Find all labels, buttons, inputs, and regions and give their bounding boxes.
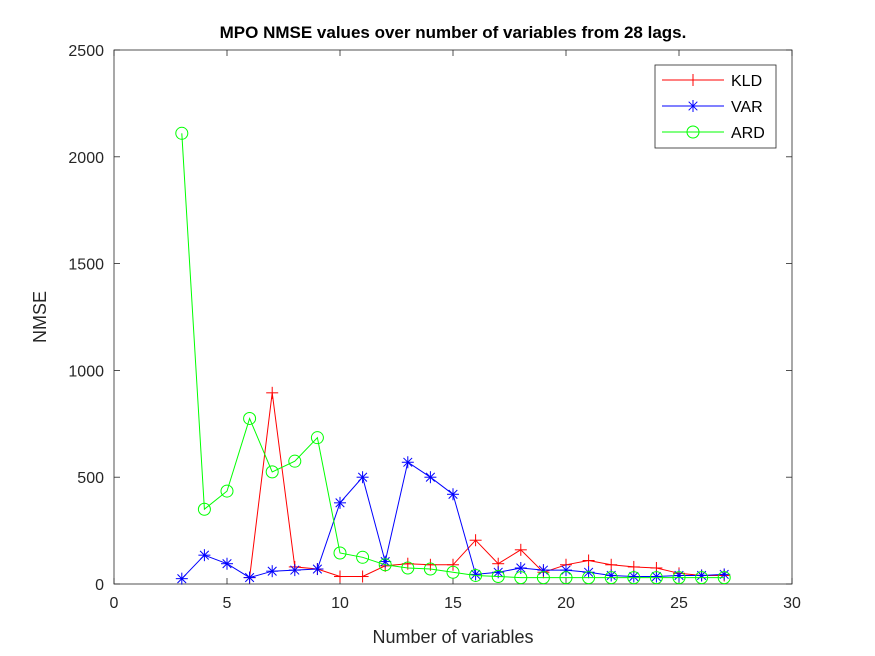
data-point-var <box>288 564 301 577</box>
data-point-kld <box>447 558 459 571</box>
data-point-var <box>175 572 188 585</box>
data-point-ard <box>627 571 641 585</box>
data-point-var <box>560 564 572 577</box>
data-point-var <box>627 570 640 583</box>
data-point-kld <box>334 570 346 583</box>
data-point-ard <box>695 571 709 585</box>
data-point-kld <box>469 534 482 547</box>
data-point-var <box>514 561 527 574</box>
series-var <box>175 456 731 585</box>
data-point-var <box>356 471 369 484</box>
legend-marker-kld <box>687 74 699 86</box>
data-point-kld <box>356 570 369 583</box>
y-axis-label: NMSE <box>30 291 50 343</box>
x-axis-label: Number of variables <box>372 627 533 647</box>
data-point-ard <box>288 454 302 468</box>
data-point-var <box>401 456 414 469</box>
data-point-ard <box>197 502 211 516</box>
data-point-ard <box>356 550 370 564</box>
x-tick-label: 5 <box>223 595 232 612</box>
data-point-var <box>469 568 482 581</box>
data-point-kld <box>266 386 279 399</box>
series-line-ard <box>181 133 725 579</box>
y-tick-label: 2000 <box>68 150 104 167</box>
legend-marker-ard <box>686 125 700 139</box>
legend: KLD VAR ARD <box>654 64 777 149</box>
data-point-ard <box>582 571 596 585</box>
data-point-var <box>243 571 256 584</box>
data-point-kld <box>514 543 527 556</box>
legend-item-ard: ARD <box>662 125 765 142</box>
data-point-ard <box>672 571 686 585</box>
x-tick-label: 20 <box>557 595 575 612</box>
legend-items: KLD VAR ARD <box>662 73 765 142</box>
data-point-ard <box>423 562 437 576</box>
x-tick-label: 25 <box>670 595 688 612</box>
data-point-kld <box>605 558 618 571</box>
data-point-ard <box>559 571 573 585</box>
chart-title: MPO NMSE values over number of variables… <box>220 23 687 42</box>
data-point-ard <box>220 484 234 498</box>
data-point-ard <box>717 571 731 585</box>
data-point-var <box>718 568 731 581</box>
y-tick-label: 1500 <box>68 257 104 274</box>
y-tick-label: 2500 <box>68 43 104 60</box>
data-point-var <box>379 555 392 568</box>
data-point-ard <box>265 465 279 479</box>
data-point-ard <box>536 571 550 585</box>
data-point-ard <box>401 561 415 575</box>
data-point-ard <box>310 431 324 445</box>
legend-label: KLD <box>731 73 762 90</box>
data-point-var <box>424 471 437 484</box>
legend-label: VAR <box>731 99 763 116</box>
axes: 0 5 10 15 20 25 30 0 500 1000 1500 2000 2500 <box>68 43 801 612</box>
data-point-var <box>198 549 211 562</box>
y-tick-label: 500 <box>77 470 104 487</box>
y-tick-label: 1000 <box>68 363 104 380</box>
data-point-ard <box>491 570 505 584</box>
x-tick-label: 10 <box>331 595 349 612</box>
data-point-ard <box>378 558 392 572</box>
data-point-ard <box>514 571 528 585</box>
data-point-ard <box>175 126 189 140</box>
data-point-var <box>582 566 595 579</box>
x-tick-label: 30 <box>783 595 801 612</box>
data-point-ard <box>649 571 663 585</box>
series-ard <box>175 126 731 585</box>
legend-item-kld: KLD <box>662 73 762 90</box>
legend-item-var: VAR <box>662 99 763 116</box>
data-point-ard <box>604 571 618 585</box>
data-point-kld <box>582 554 595 567</box>
data-point-ard <box>469 568 483 582</box>
data-point-var <box>221 557 233 570</box>
data-point-var <box>311 563 324 576</box>
legend-marker-var <box>687 100 699 112</box>
data-point-ard <box>243 411 257 425</box>
data-point-var <box>447 488 459 501</box>
series-line-kld <box>249 392 725 578</box>
series-layer <box>175 126 731 585</box>
x-tick-label: 0 <box>110 595 119 612</box>
data-point-var <box>537 564 550 577</box>
data-point-ard <box>333 546 347 560</box>
data-point-var <box>650 570 663 583</box>
data-point-var <box>266 565 279 578</box>
x-tick-label: 15 <box>444 595 462 612</box>
data-point-var <box>334 496 346 509</box>
data-point-ard <box>446 565 460 579</box>
y-tick-label: 0 <box>95 577 104 594</box>
legend-label: ARD <box>731 125 765 142</box>
